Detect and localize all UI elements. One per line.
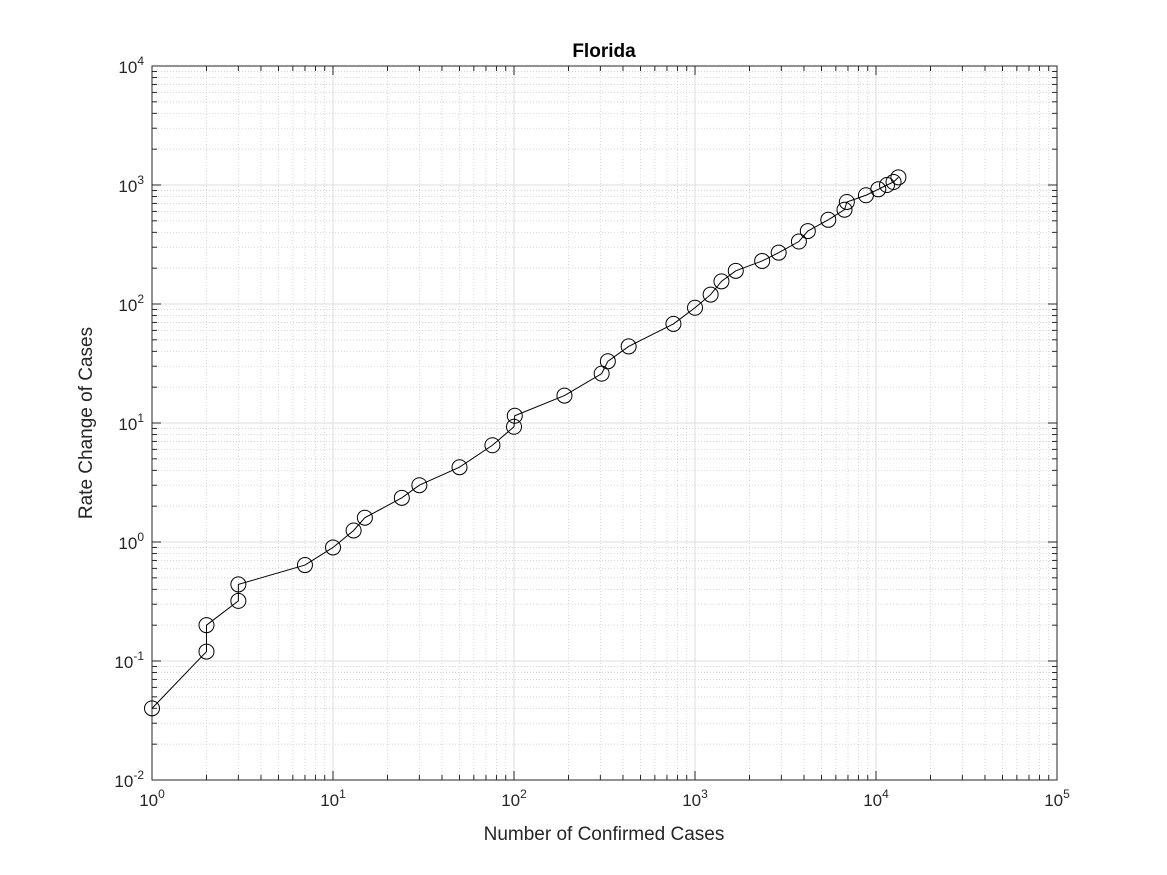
data-point-marker [754,252,771,269]
x-tick-label: 102 [501,787,527,810]
x-tick-label-exponent: 1 [339,787,346,801]
x-tick-label-base: 10 [139,791,158,810]
data-point-marker [870,181,887,198]
y-tick-label-exponent: -2 [133,768,144,782]
y-tick-label-base: 10 [118,534,137,553]
y-tick-label-exponent: 4 [137,54,144,68]
y-tick-label-exponent: 1 [137,411,144,425]
data-point-marker [556,387,573,404]
y-tick-label-exponent: -1 [133,649,144,663]
x-tick-label-base: 10 [682,791,701,810]
data-point-marker [230,592,247,609]
data-point-marker [296,557,313,574]
data-point-marker [890,169,907,186]
y-tick-label-exponent: 2 [137,292,144,306]
y-tick-label: 102 [118,292,144,315]
data-point-marker [836,201,853,218]
data-point-marker [230,576,247,593]
data-point-marker [411,477,428,494]
y-tick-label: 100 [118,530,144,553]
data-point-marker [770,244,787,261]
y-tick-label: 10-2 [114,768,144,791]
tick-marks [151,65,1058,781]
y-tick-label-base: 10 [118,177,137,196]
data-point-marker [727,262,744,279]
x-tick-label-base: 10 [501,791,520,810]
y-tick-label: 104 [118,54,144,77]
data-point-marker [599,353,616,370]
grid-layer [151,65,1058,781]
x-tick-label: 105 [1044,787,1070,810]
tick-labels: 100 101 102 103 104 10510-210-110010110210310… [114,54,1070,810]
x-axis-label: Number of Confirmed Cases [484,824,725,845]
data-point-marker [665,315,682,332]
x-tick-label: 101 [320,787,346,810]
data-point-marker [484,437,501,454]
series-line [151,176,899,709]
data-point-marker [198,617,215,634]
data-point-marker [506,407,523,424]
y-tick-label-exponent: 0 [137,530,144,544]
y-tick-label-base: 10 [118,58,137,77]
x-tick-label: 104 [863,787,889,810]
series-layer [144,169,907,717]
data-point-marker [713,273,730,290]
data-point-marker [687,299,703,316]
y-tick-label-base: 10 [118,296,137,315]
data-point-marker [451,459,468,476]
chart-title: Florida [572,41,636,62]
y-axis-label: Rate Change of Cases [76,327,97,519]
y-tick-label-base: 10 [114,772,133,791]
y-tick-label-base: 10 [118,415,137,434]
x-tick-label-exponent: 0 [158,787,165,801]
data-point-marker [790,233,807,250]
data-point-marker [144,700,160,717]
x-tick-label-exponent: 3 [701,787,708,801]
y-tick-label: 10-1 [114,649,144,672]
data-point-marker [506,418,522,435]
data-point-marker [620,338,637,355]
data-point-marker [702,286,719,303]
data-point-marker [198,643,215,660]
data-point-marker [393,489,410,506]
y-tick-label-base: 10 [114,653,133,672]
x-tick-label-base: 10 [863,791,882,810]
data-point-marker [356,509,373,526]
y-tick-label-exponent: 3 [137,173,144,187]
x-tick-label-base: 10 [320,791,339,810]
y-tick-label: 103 [118,173,144,196]
y-tick-label: 101 [118,411,144,434]
x-tick-label-base: 10 [1044,791,1063,810]
x-tick-label: 100 [139,787,165,810]
data-point-marker [820,211,837,228]
data-point-marker [799,223,816,240]
data-point-marker [325,539,341,556]
x-tick-label: 103 [682,787,708,810]
x-tick-label-exponent: 5 [1063,787,1070,801]
data-point-marker [345,522,362,539]
x-tick-label-exponent: 4 [882,787,889,801]
data-point-marker [885,173,902,190]
x-tick-label-exponent: 2 [520,787,527,801]
data-point-marker [838,193,855,210]
